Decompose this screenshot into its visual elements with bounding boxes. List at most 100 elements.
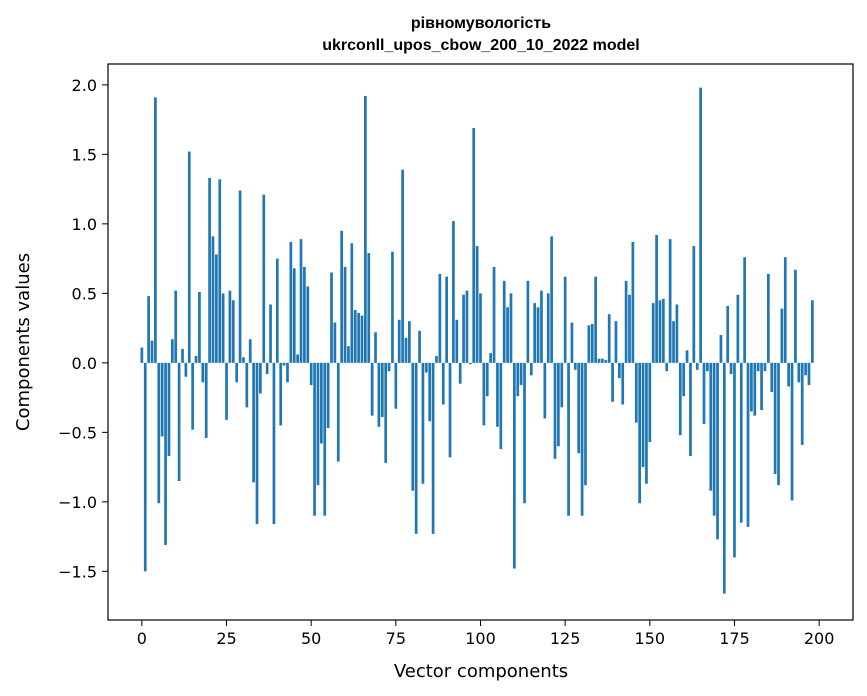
- bar: [235, 362, 239, 383]
- bar: [259, 362, 262, 394]
- bar: [523, 362, 526, 504]
- bar: [421, 362, 425, 484]
- bar: [638, 362, 642, 504]
- bar: [492, 266, 496, 363]
- bar: [550, 236, 553, 363]
- bar: [658, 300, 662, 363]
- bar: [553, 362, 557, 459]
- bar: [540, 290, 543, 363]
- bar: [722, 362, 726, 594]
- bar: [641, 362, 645, 468]
- bar: [777, 362, 780, 486]
- bar: [282, 362, 286, 366]
- bar: [184, 362, 188, 377]
- bar: [275, 258, 279, 363]
- bar: [807, 362, 811, 386]
- bar: [773, 362, 777, 475]
- bar: [289, 241, 293, 363]
- bar: [367, 253, 371, 363]
- bar: [753, 362, 757, 416]
- bar: [678, 362, 682, 436]
- x-axis: 0 25 50 75 100 125 150 175 200: [137, 620, 834, 648]
- bar: [706, 362, 709, 372]
- bar: [563, 276, 567, 363]
- x-tick-label: 25: [216, 629, 236, 648]
- bar: [587, 325, 591, 363]
- bar: [743, 257, 746, 363]
- bar: [455, 319, 459, 363]
- bar: [357, 312, 360, 363]
- bar: [465, 290, 469, 363]
- bar: [225, 362, 228, 420]
- bar: [408, 321, 411, 363]
- bar: [292, 268, 296, 363]
- x-tick-label: 100: [465, 629, 496, 648]
- bar: [709, 362, 713, 491]
- bar: [370, 362, 374, 416]
- y-tick-label: −1.5: [58, 562, 97, 581]
- bar: [760, 362, 763, 411]
- bar: [458, 362, 462, 384]
- bar: [279, 362, 283, 426]
- bar: [506, 307, 509, 363]
- bar: [394, 362, 398, 409]
- bar: [157, 362, 161, 504]
- y-tick-label: 1.5: [72, 145, 97, 164]
- bar: [682, 362, 686, 397]
- bar: [634, 362, 638, 423]
- y-tick-label: 2.0: [72, 76, 97, 95]
- bar: [428, 362, 432, 422]
- bar: [414, 362, 418, 534]
- bar: [208, 177, 211, 363]
- bar: [215, 254, 218, 363]
- bar: [513, 362, 516, 569]
- bar: [519, 362, 523, 386]
- bar: [479, 293, 482, 363]
- bar: [397, 319, 401, 363]
- bar: [529, 362, 533, 376]
- bars-group: [140, 87, 814, 594]
- bar: [787, 362, 791, 387]
- bar: [435, 355, 438, 363]
- bar: [601, 358, 604, 363]
- bar: [584, 362, 587, 486]
- bar: [319, 362, 323, 444]
- bar: [766, 273, 770, 363]
- bar: [269, 304, 272, 363]
- bar: [177, 362, 181, 481]
- bar: [668, 239, 672, 363]
- x-tick-label: 175: [719, 629, 750, 648]
- bar: [204, 362, 208, 438]
- bar: [577, 362, 581, 454]
- bar: [645, 362, 648, 484]
- bar: [299, 239, 303, 363]
- bar: [580, 362, 584, 516]
- x-tick-label: 75: [386, 629, 406, 648]
- bar: [316, 362, 320, 486]
- bar: [347, 346, 350, 363]
- bar: [739, 362, 743, 523]
- bar: [374, 332, 377, 363]
- bar: [350, 243, 354, 363]
- bar: [445, 276, 448, 363]
- x-tick-label: 0: [137, 629, 147, 648]
- bar: [665, 362, 669, 372]
- bar: [685, 350, 689, 363]
- bar: [614, 321, 618, 363]
- bar: [296, 354, 299, 363]
- bar: [164, 362, 167, 545]
- bar: [438, 273, 442, 363]
- bar: [624, 280, 628, 363]
- bar: [746, 362, 750, 527]
- bar: [330, 272, 333, 363]
- bar: [462, 294, 465, 363]
- bar: [695, 362, 699, 370]
- bar: [546, 293, 550, 363]
- y-axis-label: Components values: [13, 253, 34, 431]
- bar: [655, 234, 658, 363]
- bar: [286, 362, 289, 383]
- bar: [621, 362, 625, 405]
- bar: [509, 293, 513, 363]
- bar: [712, 362, 716, 516]
